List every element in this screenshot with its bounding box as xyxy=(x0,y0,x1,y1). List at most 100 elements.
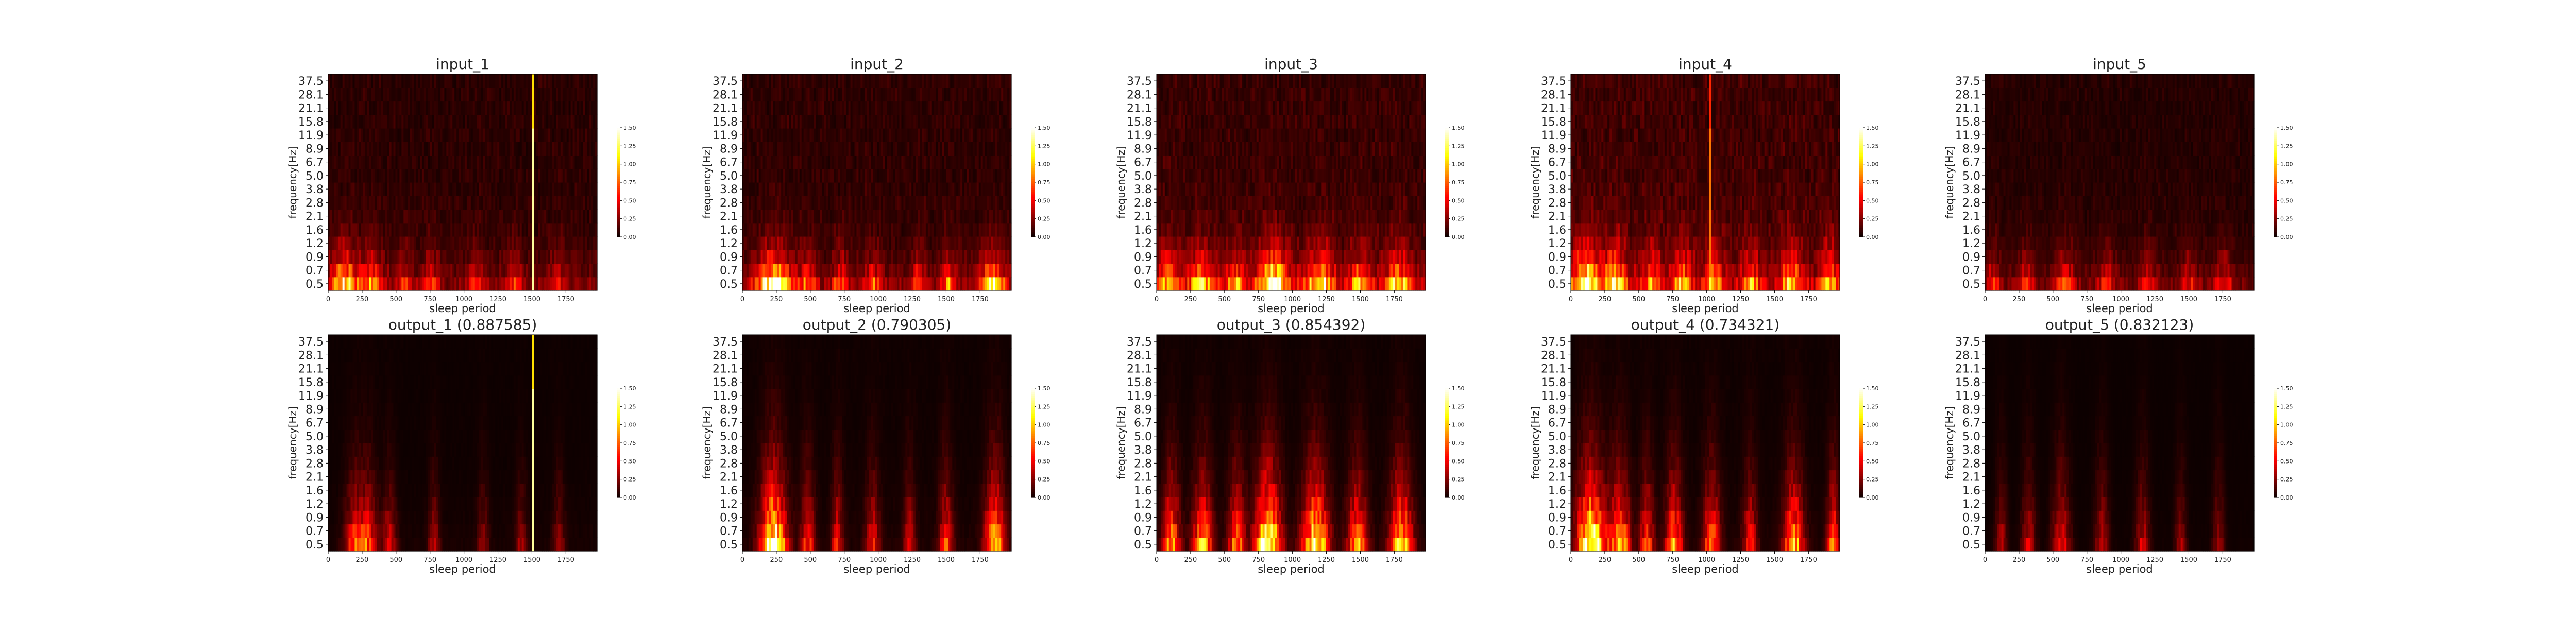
heatmap-cell xyxy=(347,210,349,224)
heatmap-cell xyxy=(881,156,884,169)
heatmap-cell xyxy=(396,88,398,101)
heatmap-cell xyxy=(442,277,445,291)
heatmap-cell xyxy=(587,142,589,156)
heatmap-cell xyxy=(979,223,981,237)
heatmap-cell xyxy=(396,277,398,291)
heatmap-cell xyxy=(742,115,745,129)
heatmap-cell xyxy=(587,88,589,101)
heatmap-cell xyxy=(840,264,843,278)
heatmap-cell xyxy=(795,250,798,264)
heatmap-cell xyxy=(573,169,575,183)
heatmap-cell xyxy=(879,169,882,183)
heatmap-cell xyxy=(387,182,390,196)
heatmap-cell xyxy=(1177,128,1180,142)
heatmap-cell xyxy=(526,250,529,264)
heatmap-cell xyxy=(804,169,806,183)
heatmap-cell xyxy=(471,115,473,129)
heatmap-cell xyxy=(540,115,543,129)
heatmap-cell xyxy=(1195,236,1198,250)
heatmap-cell xyxy=(818,115,820,129)
heatmap-cell xyxy=(575,250,578,264)
heatmap-cell xyxy=(491,264,494,278)
heatmap-cell xyxy=(948,88,951,101)
heatmap-cell xyxy=(1212,210,1214,224)
heatmap-cell xyxy=(836,101,839,115)
heatmap-cell xyxy=(1183,101,1185,115)
heatmap-cell xyxy=(1163,115,1165,129)
heatmap-cell xyxy=(452,277,455,291)
heatmap-cell xyxy=(1159,74,1161,88)
heatmap-cell xyxy=(856,115,859,129)
heatmap-cell xyxy=(755,277,757,291)
heatmap-cell xyxy=(357,223,359,237)
heatmap-cell xyxy=(1173,156,1176,169)
heatmap-cell xyxy=(467,115,469,129)
heatmap-cell xyxy=(763,156,766,169)
heatmap-cell xyxy=(552,250,555,264)
heatmap-cell xyxy=(546,156,549,169)
heatmap-cell xyxy=(907,128,910,142)
heatmap-cell xyxy=(514,182,516,196)
heatmap-cell xyxy=(997,74,999,88)
heatmap-cell xyxy=(757,156,759,169)
heatmap-cell xyxy=(1199,88,1202,101)
heatmap-cell xyxy=(373,250,376,264)
heatmap-cell xyxy=(497,101,500,115)
heatmap-cell xyxy=(1189,142,1192,156)
heatmap-cell xyxy=(777,169,779,183)
heatmap-cell xyxy=(922,236,924,250)
heatmap-cell xyxy=(467,210,469,224)
heatmap-cell xyxy=(832,236,835,250)
heatmap-cell xyxy=(800,156,802,169)
heatmap-cell xyxy=(336,169,339,183)
heatmap-cell xyxy=(873,88,875,101)
heatmap-cell xyxy=(771,101,773,115)
heatmap-cell xyxy=(798,115,800,129)
heatmap-cell xyxy=(856,223,859,237)
heatmap-cell xyxy=(960,74,963,88)
heatmap-cell xyxy=(334,101,337,115)
heatmap-cell xyxy=(341,250,343,264)
heatmap-cell xyxy=(924,196,926,210)
heatmap-cell xyxy=(824,236,826,250)
heatmap-cell xyxy=(408,223,410,237)
heatmap-cell xyxy=(581,250,583,264)
heatmap-cell xyxy=(345,250,347,264)
heatmap-cell xyxy=(779,250,782,264)
heatmap-cell xyxy=(900,223,902,237)
heatmap-cell xyxy=(849,182,851,196)
heatmap-cell xyxy=(491,182,494,196)
heatmap-cell xyxy=(818,250,820,264)
heatmap-cell xyxy=(942,264,945,278)
heatmap-cell xyxy=(763,250,766,264)
heatmap-cell xyxy=(548,142,551,156)
heatmap-cell xyxy=(767,169,769,183)
heatmap-cell xyxy=(916,169,918,183)
heatmap-cell xyxy=(759,223,761,237)
heatmap-cell xyxy=(940,169,943,183)
heatmap-cell xyxy=(430,101,433,115)
heatmap-cell xyxy=(503,196,506,210)
colorbar-segment xyxy=(1031,188,1035,190)
heatmap-cell xyxy=(489,196,492,210)
heatmap-cell xyxy=(1201,142,1204,156)
heatmap-cell xyxy=(851,128,853,142)
heatmap-cell xyxy=(328,277,331,291)
heatmap-cell xyxy=(561,156,563,169)
heatmap-cell xyxy=(907,169,910,183)
heatmap-cell xyxy=(811,156,814,169)
heatmap-cell xyxy=(826,264,828,278)
heatmap-cell xyxy=(804,250,806,264)
heatmap-cell xyxy=(1003,169,1006,183)
heatmap-cell xyxy=(1163,223,1165,237)
heatmap-cell xyxy=(810,182,812,196)
heatmap-cell xyxy=(512,264,514,278)
heatmap-cell xyxy=(942,101,945,115)
heatmap-cell xyxy=(405,88,408,101)
heatmap-cell xyxy=(375,169,378,183)
heatmap-cell xyxy=(452,142,455,156)
heatmap-cell xyxy=(585,182,587,196)
heatmap-cell xyxy=(452,236,455,250)
colorbar-segment xyxy=(1031,200,1035,202)
heatmap-cell xyxy=(345,74,347,88)
